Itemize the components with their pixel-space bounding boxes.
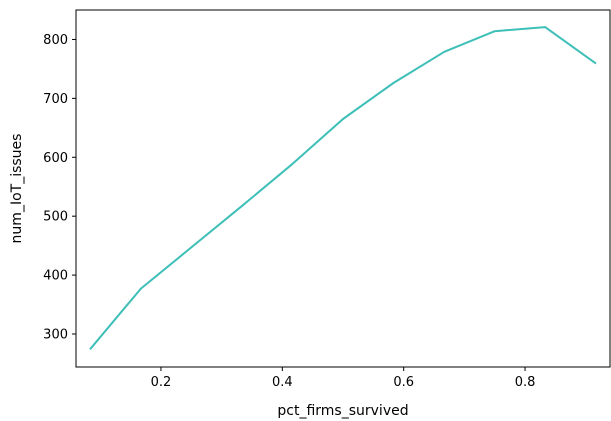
x-tick-label: 0.4 xyxy=(272,375,293,390)
series-layer xyxy=(89,26,597,350)
y-tick-label: 500 xyxy=(43,210,68,225)
y-tick-label: 300 xyxy=(43,328,68,343)
y-tick-label: 600 xyxy=(43,151,68,166)
x-tick-label: 0.2 xyxy=(151,375,172,390)
y-tick-label: 400 xyxy=(43,269,68,284)
x-axis-label: pct_firms_survived xyxy=(277,403,408,419)
y-axis-label: num_IoT_issues xyxy=(9,134,25,244)
x-axis-ticks: 0.2 0.4 0.6 0.8 xyxy=(151,367,536,390)
x-tick-label: 0.6 xyxy=(393,375,414,390)
y-tick-label: 800 xyxy=(43,33,68,48)
x-tick-label: 0.8 xyxy=(515,375,536,390)
plot-area xyxy=(75,9,611,368)
series-line-0 xyxy=(89,26,597,350)
y-axis-ticks: 300 400 500 600 700 800 xyxy=(43,33,76,343)
y-tick-label: 700 xyxy=(43,92,68,107)
plot-frame xyxy=(75,9,611,368)
